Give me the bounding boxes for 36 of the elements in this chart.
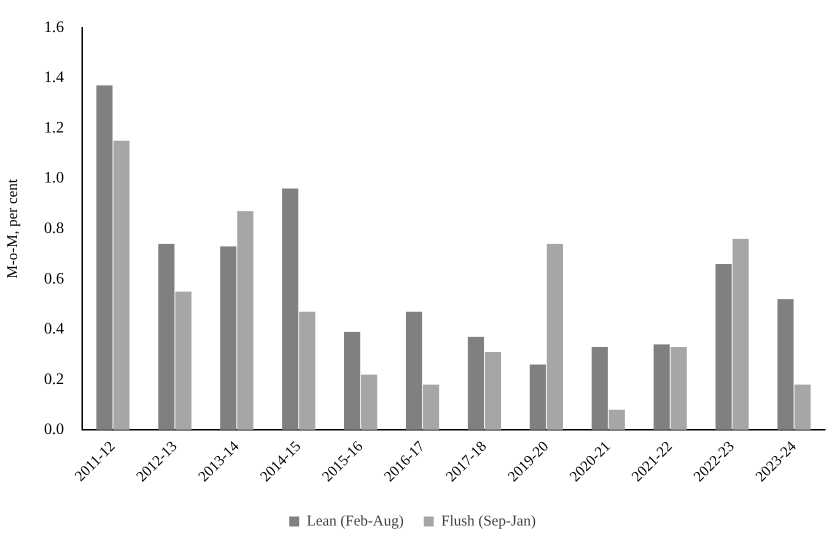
bar: [670, 346, 687, 430]
bar: [96, 85, 113, 430]
legend-label: Lean (Feb-Aug): [306, 513, 404, 530]
bar: [113, 140, 130, 430]
bar: [654, 344, 670, 430]
bar: [158, 244, 174, 430]
bar: [468, 336, 484, 430]
y-tick-label: 0.8: [44, 220, 64, 237]
bar: [716, 264, 732, 430]
bar: [530, 364, 546, 430]
y-tick-label: 0.6: [44, 270, 64, 288]
y-tick-label: 0.0: [44, 421, 64, 438]
bar: [484, 352, 502, 430]
legend-label: Flush (Sep-Jan): [441, 513, 536, 530]
y-tick-label: 0.4: [44, 320, 64, 338]
bar: [422, 384, 440, 430]
bar: [732, 238, 749, 430]
y-tick-label: 1.2: [44, 119, 64, 136]
y-tick-label: 1.0: [44, 170, 64, 187]
bar: [237, 211, 254, 430]
bar: [592, 346, 608, 430]
bar: [344, 332, 360, 430]
y-axis-title: M-o-M, per cent: [4, 178, 21, 279]
bar: [794, 384, 811, 430]
bar: [777, 299, 794, 430]
y-tick-label: 1.6: [44, 18, 64, 36]
bar: [406, 312, 422, 430]
bar: [546, 244, 563, 430]
bar: [299, 312, 316, 430]
bar: [220, 246, 236, 430]
y-tick-label: 0.2: [44, 370, 64, 388]
y-tick-label: 1.4: [44, 69, 64, 86]
bar: [282, 188, 298, 430]
bar: [608, 410, 625, 430]
bar: [361, 374, 378, 430]
bar: [175, 292, 192, 430]
